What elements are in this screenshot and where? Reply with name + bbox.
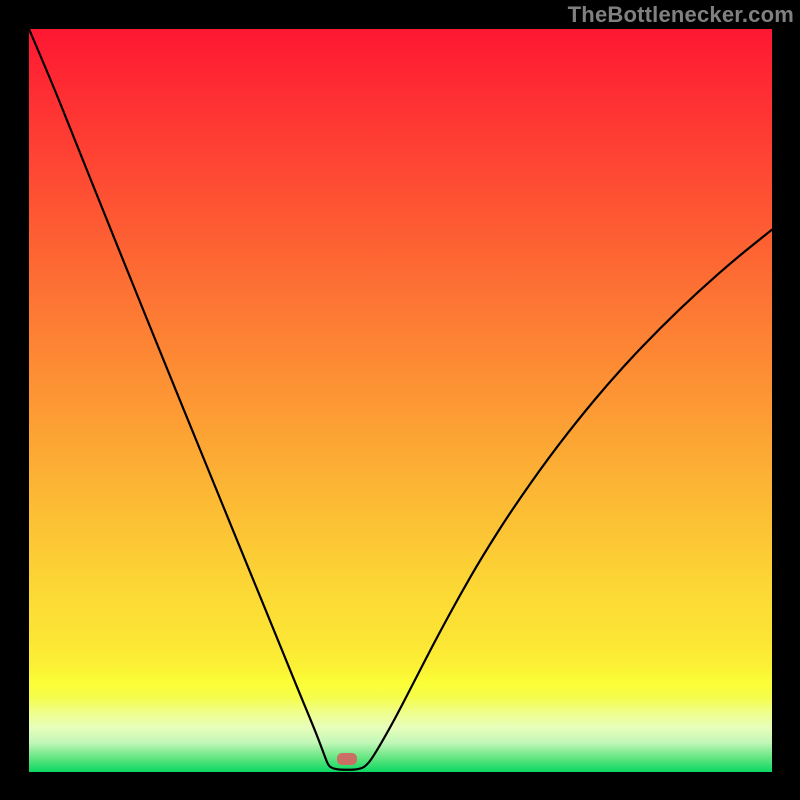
chart-container: TheBottlenecker.com bbox=[0, 0, 800, 800]
optimum-marker bbox=[337, 753, 357, 765]
plot-area bbox=[29, 29, 772, 772]
watermark-text: TheBottlenecker.com bbox=[568, 2, 794, 28]
